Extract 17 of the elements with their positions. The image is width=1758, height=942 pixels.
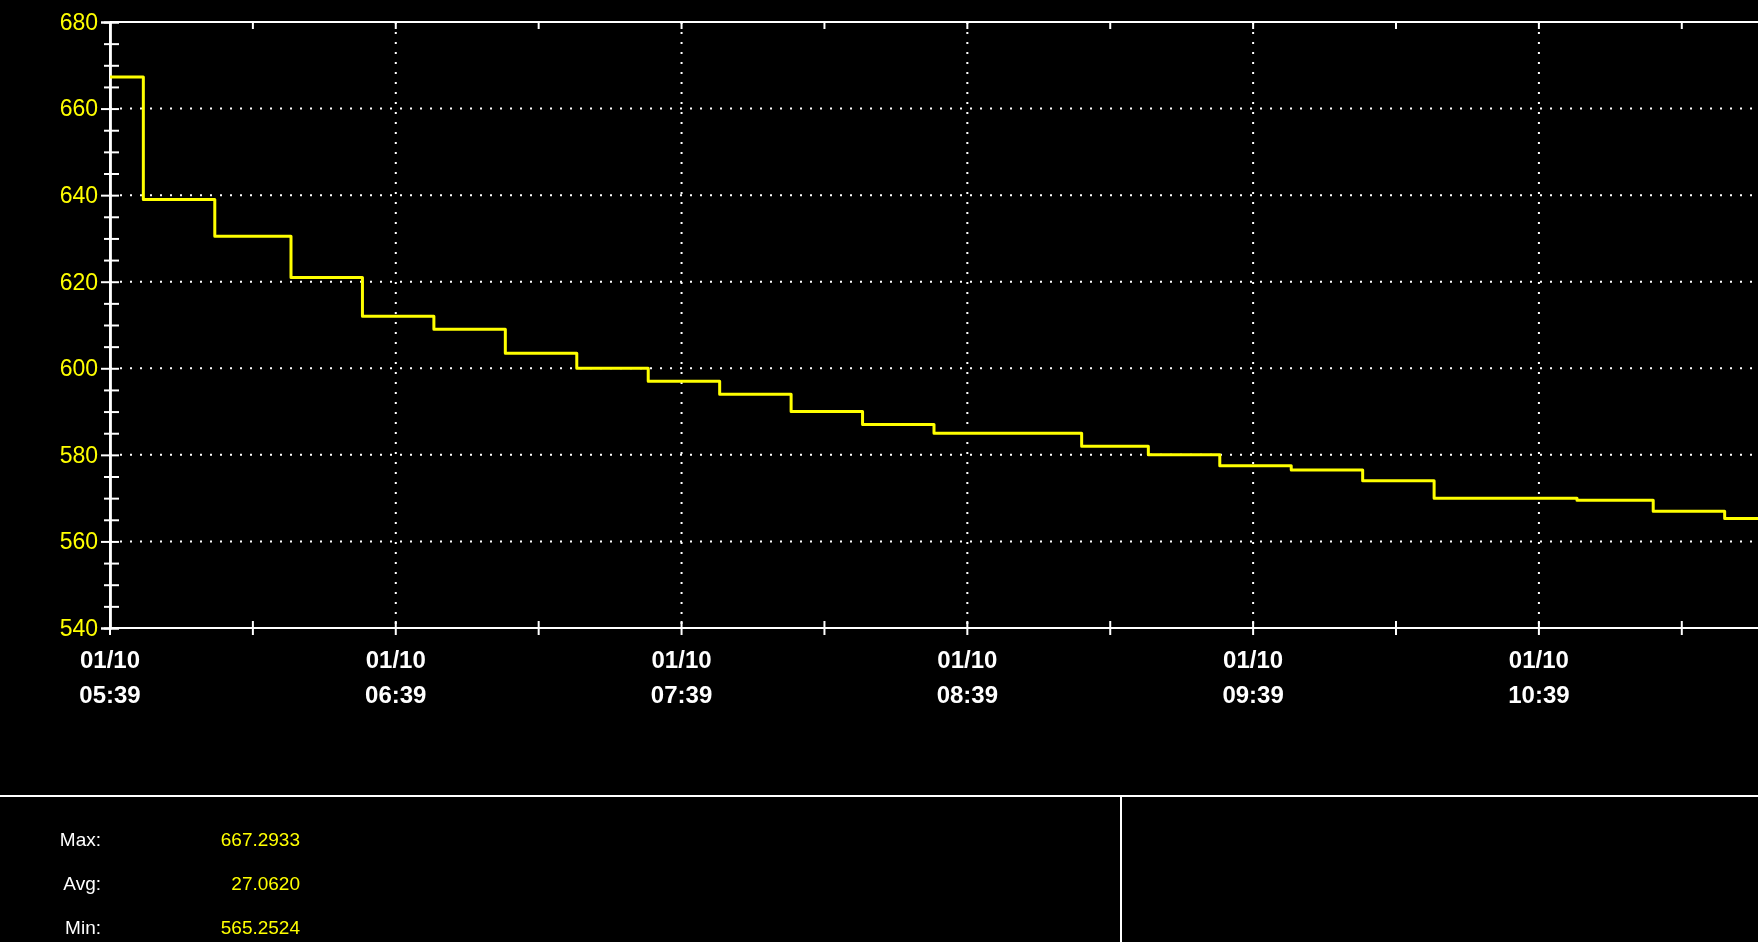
y-tick-label: 680 <box>59 8 98 35</box>
x-tick-label: 01/10 10:39 <box>1508 646 1570 708</box>
y-tick-label: 640 <box>59 182 98 208</box>
text: Min: 565.2524 <box>65 916 300 938</box>
y-tick-label: 660 <box>59 95 98 122</box>
y-tick-label: 580 <box>59 441 98 468</box>
y-tick-label: 560 <box>59 528 98 555</box>
y-tick-label: 600 <box>59 355 98 382</box>
y-tick-label: 620 <box>59 268 98 295</box>
x-tick-label: 01/10 07:39 <box>650 646 713 708</box>
text: Max: 667.2933 <box>59 828 300 850</box>
x-tick-label: 01/10 06:39 <box>365 646 427 708</box>
x-tick-label: 01/10 08:39 <box>936 646 999 708</box>
text: Avg: 27.0620 <box>63 872 300 894</box>
x-tick-label: 01/10 09:39 <box>1222 646 1284 708</box>
x-tick-label: 01/10 05:39 <box>79 646 141 708</box>
y-tick-label: 540 <box>59 614 98 641</box>
